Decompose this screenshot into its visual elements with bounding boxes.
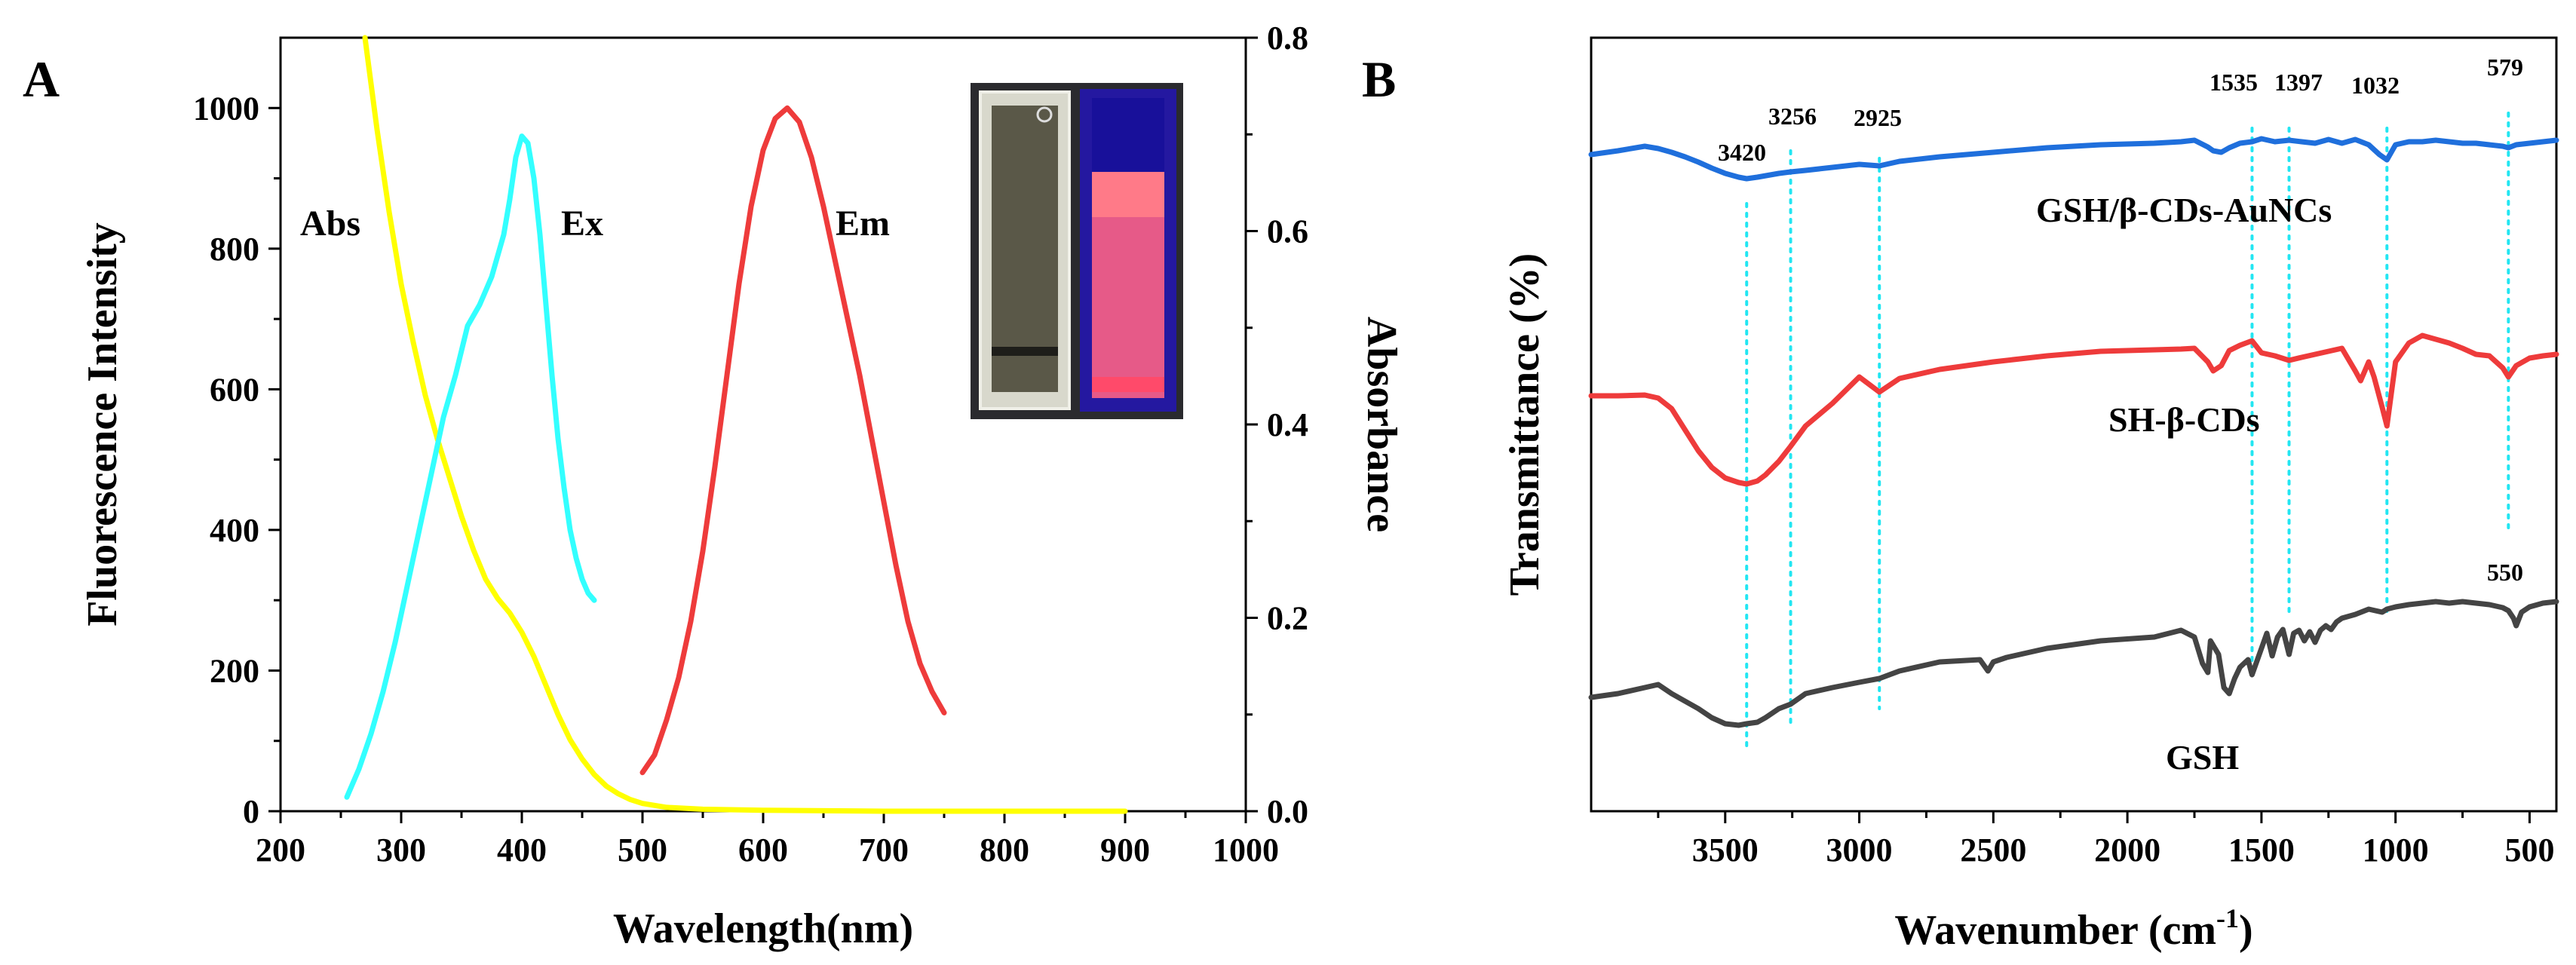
series-line-b-2 <box>1588 599 2559 728</box>
annotation-ex: Ex <box>561 204 603 244</box>
series-label-gsh-bcds-aunc: GSH/β-CDs-AuNCs <box>2036 191 2332 229</box>
x-tick-label-a: 600 <box>738 832 788 868</box>
x-tick-label-a: 500 <box>618 832 667 868</box>
panel-a: A 200 300 400 500 600 700 800 900 1000 020040060… <box>23 20 1405 952</box>
peak-label-1397: 1397 <box>2274 69 2323 96</box>
y-left-tick-label: 400 <box>210 512 259 549</box>
inset-cuvette-photo <box>971 83 1183 419</box>
series-line-ex <box>344 133 597 800</box>
series-group-a <box>344 35 1128 814</box>
y-left-axis-ticks-a: 0 200 400 600 800 1000 <box>193 90 281 830</box>
y-right-tick-label: 0.4 <box>1267 406 1308 443</box>
y-left-tick-label: 200 <box>210 652 259 689</box>
x-axis-label-b-sup: -1 <box>2216 903 2239 933</box>
y-right-axis-ticks-a: 0.0 0.2 0.4 0.6 0.8 <box>1246 20 1308 830</box>
y-left-tick-label: 1000 <box>193 90 259 127</box>
peak-label-2925: 2925 <box>1854 104 1902 131</box>
x-axis-label-b-main: Wavenumber (cm <box>1894 907 2216 954</box>
x-tick-label-a: 1000 <box>1213 832 1279 868</box>
peak-label-579: 579 <box>2487 54 2523 81</box>
x-tick-label-a: 900 <box>1100 832 1150 868</box>
panel-b: B 3500 3000 2500 2000 1500 1000 500 Wavenumber… <box>1362 36 2559 954</box>
x-axis-ticks-b: 3500 3000 2500 2000 1500 1000 500 <box>1657 811 2554 868</box>
series-label-gsh: GSH <box>2166 738 2239 777</box>
annotation-em: Em <box>836 204 890 244</box>
series-line-abs <box>362 35 1128 814</box>
plot-frame-b <box>1590 36 2558 813</box>
y-right-tick-label: 0.6 <box>1267 213 1308 250</box>
x-axis-ticks-a: 200 300 400 500 600 700 800 900 1000 <box>256 811 1279 868</box>
x-tick-label-a: 400 <box>497 832 547 868</box>
x-tick-label-b: 2000 <box>2094 832 2160 868</box>
y-left-tick-label: 800 <box>210 231 259 268</box>
panel-label-a: A <box>23 51 60 108</box>
x-axis-label-a: Wavelength(nm) <box>613 905 913 952</box>
x-tick-label-b: 1500 <box>2228 832 2295 868</box>
y-right-tick-label: 0.0 <box>1267 793 1308 830</box>
x-tick-label-b: 1000 <box>2363 832 2429 868</box>
y-axis-label-left: Fluorescence Intensity <box>79 222 126 626</box>
peak-guide-lines <box>1745 112 2510 748</box>
x-tick-label-b: 3000 <box>1826 832 1893 868</box>
x-axis-label-b: Wavenumber (cm-1) <box>1894 903 2252 954</box>
annotation-abs: Abs <box>300 204 360 244</box>
y-axis-label-right: Absorbance <box>1358 317 1405 532</box>
y-axis-label-b: Transmittance (%) <box>1501 253 1548 596</box>
series-line-b-0 <box>1588 136 2559 182</box>
peak-label-3256: 3256 <box>1768 103 1817 130</box>
peak-label-1535: 1535 <box>2210 69 2258 96</box>
peak-label-550: 550 <box>2487 559 2523 586</box>
y-left-tick-label: 0 <box>243 793 259 830</box>
x-tick-label-a: 200 <box>256 832 305 868</box>
series-line-em <box>639 105 947 776</box>
y-right-tick-label: 0.2 <box>1267 600 1308 637</box>
peak-label-3420: 3420 <box>1718 139 1766 166</box>
x-tick-label-b: 3500 <box>1692 832 1759 868</box>
x-tick-label-a: 800 <box>980 832 1029 868</box>
series-line-b-1 <box>1588 332 2559 487</box>
y-left-tick-label: 600 <box>210 371 259 408</box>
x-tick-label-b: 2500 <box>1960 832 2026 868</box>
panel-label-b: B <box>1362 51 1396 108</box>
y-right-tick-label: 0.8 <box>1267 20 1308 57</box>
peak-label-1032: 1032 <box>2351 72 2400 99</box>
x-tick-label-a: 700 <box>859 832 909 868</box>
series-group-b <box>1588 136 2559 728</box>
x-tick-label-b: 500 <box>2504 832 2554 868</box>
x-tick-label-a: 300 <box>376 832 426 868</box>
x-axis-label-b-end: ) <box>2239 907 2253 954</box>
series-label-sh-bcds: SH-β-CDs <box>2108 400 2260 439</box>
